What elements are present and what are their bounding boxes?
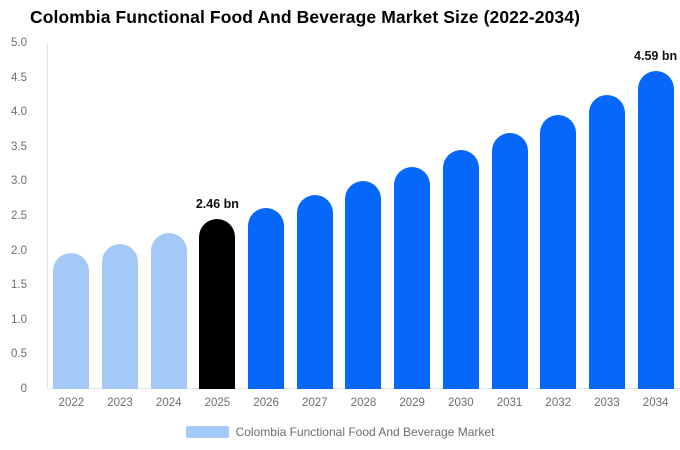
bar-value-label-2034: 4.59 bn xyxy=(634,49,678,63)
x-tick-2029: 2029 xyxy=(399,397,425,409)
bar-column-2029 xyxy=(388,43,437,389)
bar-column-2026 xyxy=(242,43,291,389)
x-tick-2034: 2034 xyxy=(642,397,669,409)
bar-2034[interactable] xyxy=(637,71,674,389)
y-tick-1.0: 1.0 xyxy=(11,313,27,326)
bar-2028[interactable] xyxy=(345,181,382,389)
bar-column-2025: 2.46 bn xyxy=(193,43,242,389)
bar-column-2031 xyxy=(485,43,534,389)
bar-column-2024 xyxy=(144,43,193,389)
bar-column-2030 xyxy=(437,43,486,389)
bar-2033[interactable] xyxy=(588,95,625,389)
chart-title: Colombia Functional Food And Beverage Ma… xyxy=(30,7,581,27)
x-tick-2027: 2027 xyxy=(301,397,328,409)
x-axis-tick-labels: 2022 2023 2024 2025 2026 2027 2028 2029 2030 2031… xyxy=(47,397,680,409)
bar-2022[interactable] xyxy=(53,253,90,389)
bar-2023[interactable] xyxy=(102,244,139,389)
x-tick-2025: 2025 xyxy=(204,397,231,409)
x-tick-2030: 2030 xyxy=(448,397,474,409)
bar-2027[interactable] xyxy=(296,195,333,389)
bar-plot-area: 2.46 bn 4.59 bn xyxy=(47,43,680,389)
bar-2030[interactable] xyxy=(442,150,479,389)
y-tick-2.0: 2.0 xyxy=(11,244,27,257)
bar-2024[interactable] xyxy=(150,233,187,389)
legend-swatch-icon xyxy=(185,426,229,438)
bar-2032[interactable] xyxy=(540,115,577,389)
legend-label: Colombia Functional Food And Beverage Ma… xyxy=(235,425,495,439)
x-tick-2028: 2028 xyxy=(350,397,377,409)
x-tick-2023: 2023 xyxy=(107,397,133,409)
y-tick-0: 0 xyxy=(20,383,27,395)
legend-item[interactable]: Colombia Functional Food And Beverage Ma… xyxy=(0,425,680,439)
bar-column-2027 xyxy=(290,43,339,389)
y-tick-4.0: 4.0 xyxy=(11,106,27,119)
y-tick-3.5: 3.5 xyxy=(11,140,27,153)
y-tick-1.5: 1.5 xyxy=(11,279,27,292)
y-tick-5.0: 5.0 xyxy=(11,37,27,49)
y-tick-0.5: 0.5 xyxy=(11,348,27,361)
x-tick-2032: 2032 xyxy=(545,397,572,409)
x-tick-2026: 2026 xyxy=(253,397,279,409)
x-tick-2024: 2024 xyxy=(155,397,182,409)
bar-2025[interactable] xyxy=(199,219,236,389)
y-tick-2.5: 2.5 xyxy=(11,210,27,222)
bar-2026[interactable] xyxy=(248,208,285,389)
y-tick-3.0: 3.0 xyxy=(11,175,27,188)
bar-column-2032 xyxy=(534,43,583,389)
x-tick-2031: 2031 xyxy=(496,397,523,409)
bar-column-2022 xyxy=(47,43,96,389)
bar-column-2034: 4.59 bn xyxy=(631,43,680,389)
bar-value-label-2025: 2.46 bn xyxy=(195,197,239,211)
bar-2031[interactable] xyxy=(491,133,528,389)
bar-2029[interactable] xyxy=(394,167,431,389)
x-tick-2033: 2033 xyxy=(594,397,620,409)
y-tick-4.5: 4.5 xyxy=(11,71,27,84)
bar-column-2023 xyxy=(96,43,145,389)
y-axis-line xyxy=(47,43,48,389)
bar-column-2028 xyxy=(339,43,388,389)
x-tick-2022: 2022 xyxy=(58,397,85,409)
bar-column-2033 xyxy=(583,43,632,389)
